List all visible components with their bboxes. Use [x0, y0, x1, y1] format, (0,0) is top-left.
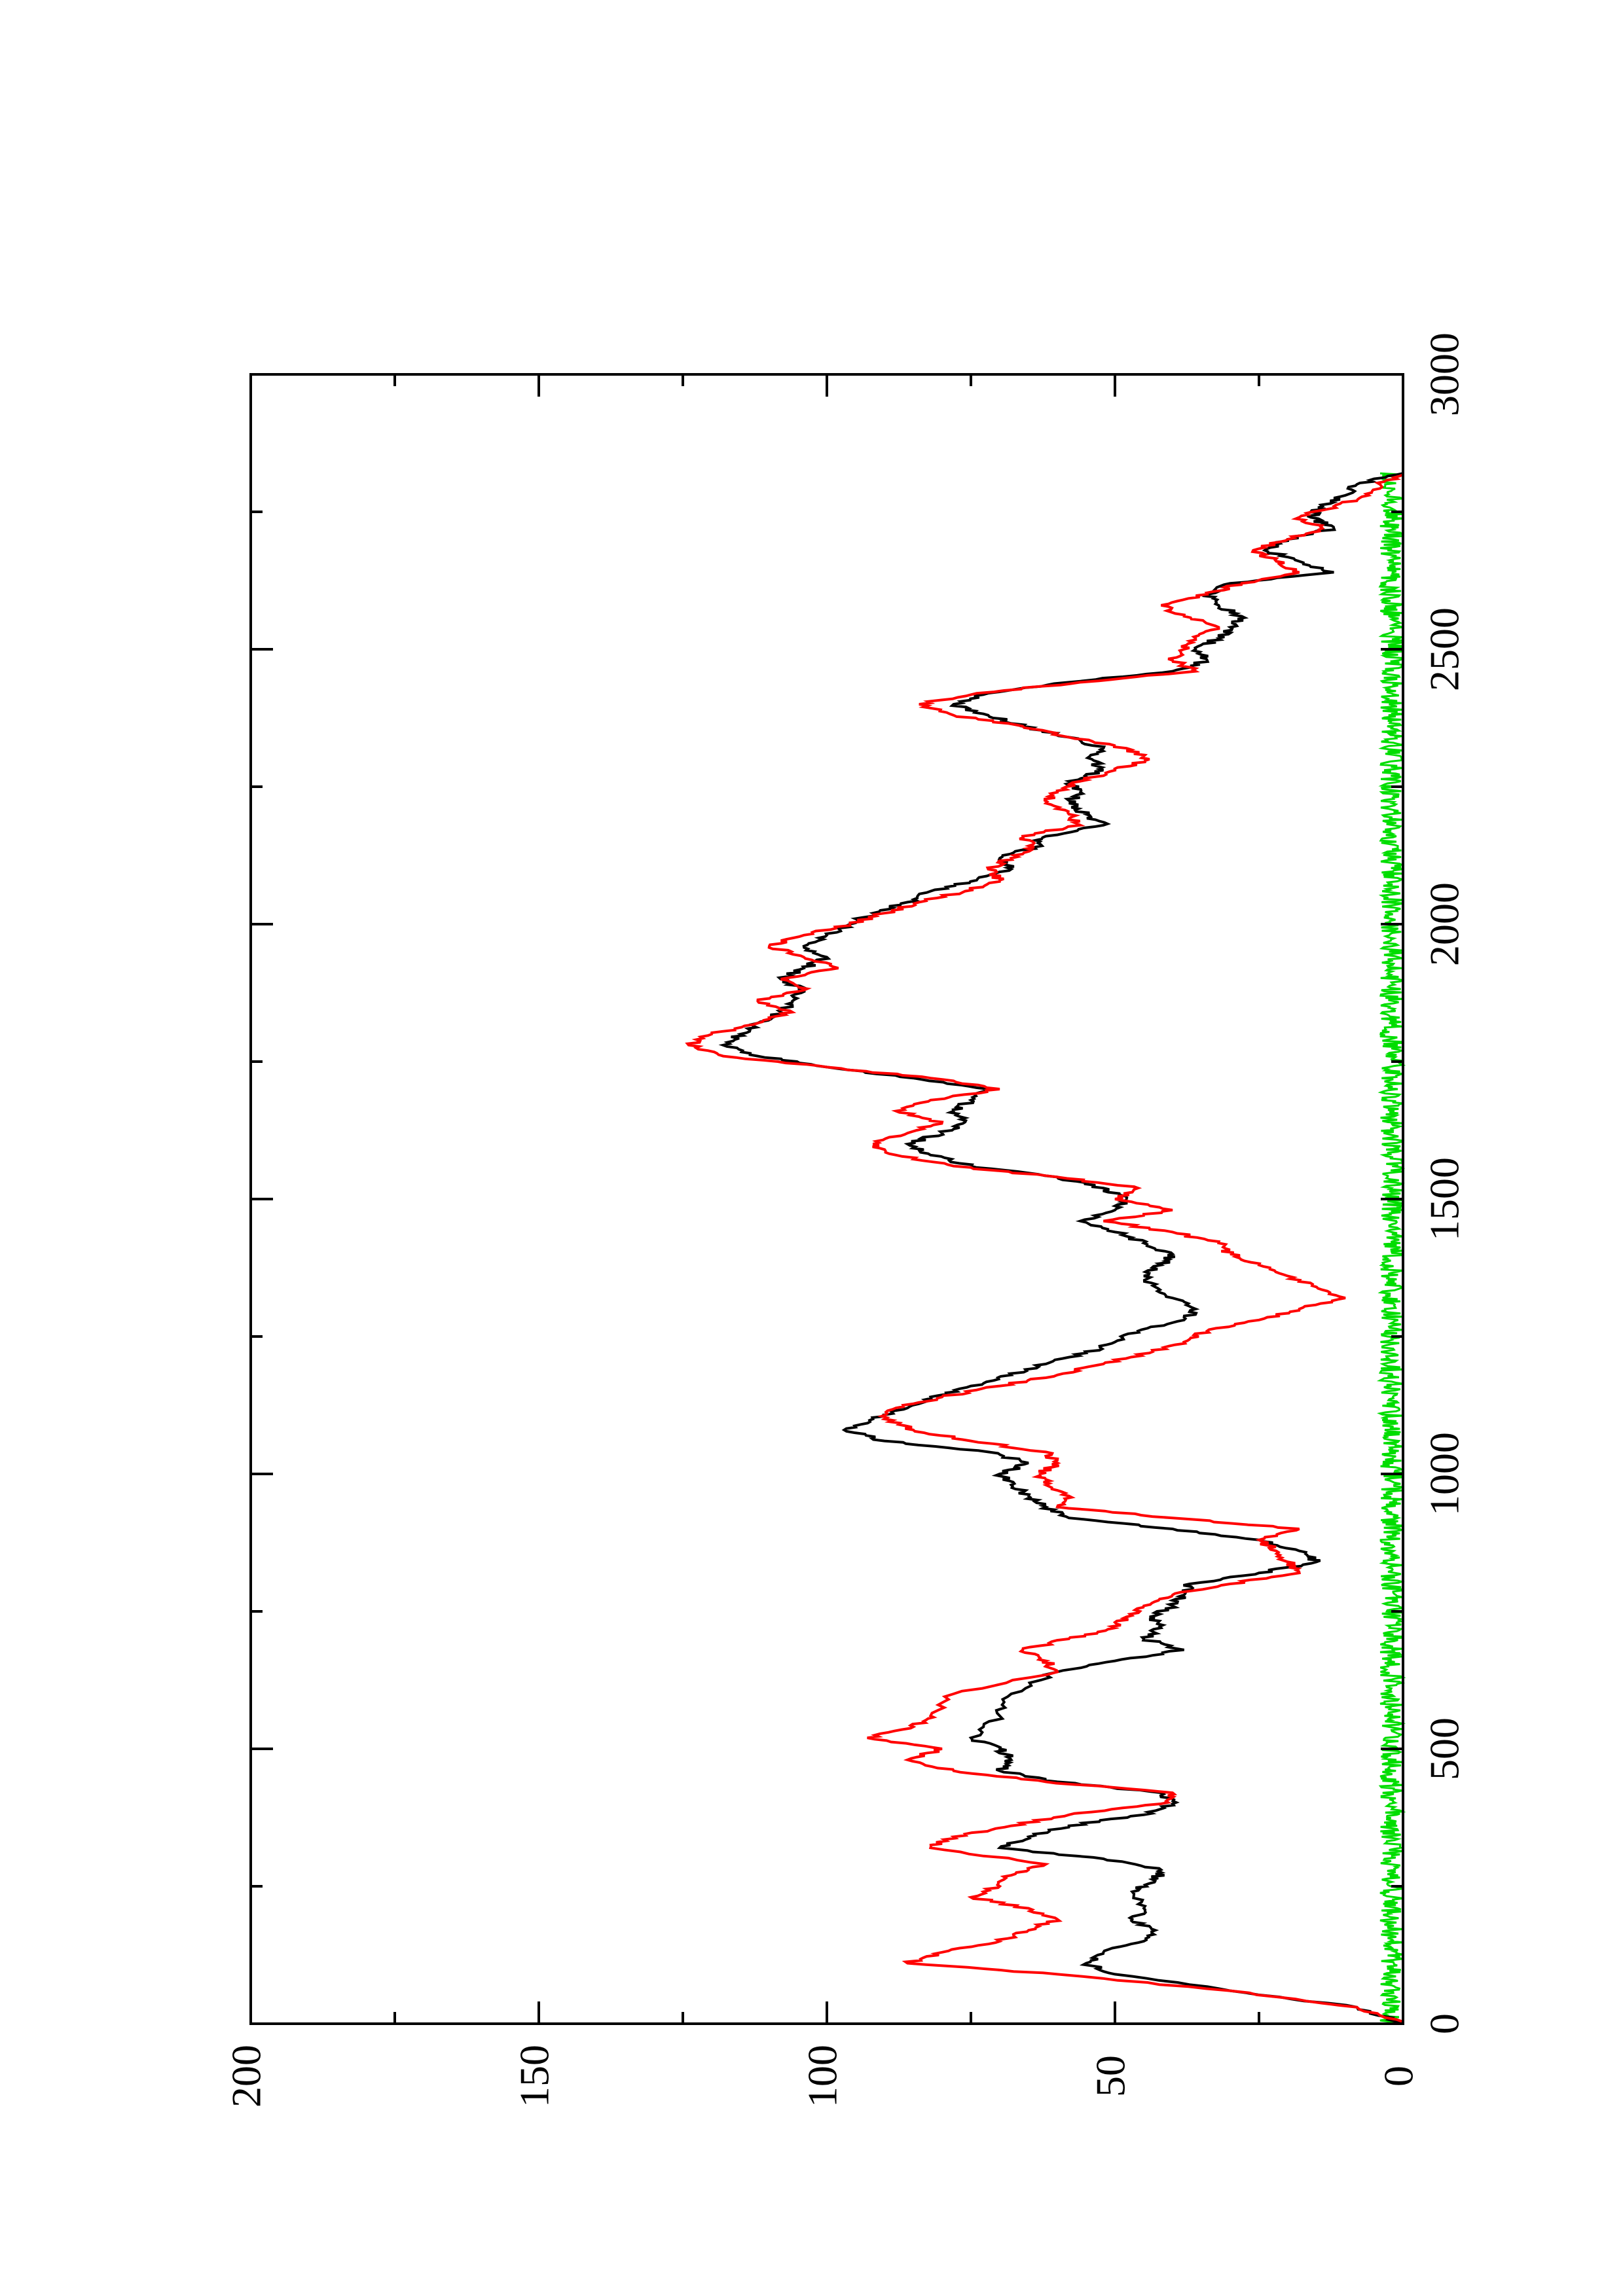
x-tick-label: 1000 [1421, 1432, 1468, 1516]
labels-layer: 0 500 1000 1500 2000 2500 3000 0 50 100 150 200 [223, 332, 1468, 2108]
plot-frame [249, 373, 1404, 2025]
x-tick-label: 1500 [1421, 1157, 1468, 1241]
x-tick-label: 2000 [1421, 882, 1468, 966]
y-tick-label: 0 [1376, 2066, 1422, 2087]
x-tick-label: 3000 [1421, 332, 1468, 416]
y-tick-label: 200 [223, 2045, 270, 2108]
series-line-2 [1376, 472, 1406, 2025]
y-tick-label: 150 [511, 2045, 558, 2108]
x-tick-label: 2500 [1421, 607, 1468, 691]
x-tick-label: 500 [1421, 1717, 1468, 1780]
series-line-1 [685, 473, 1404, 2024]
y-tick-label: 100 [799, 2045, 846, 2108]
x-tick-label: 0 [1421, 2013, 1468, 2034]
series-layer [685, 472, 1406, 2025]
y-tick-label: 50 [1087, 2055, 1134, 2097]
